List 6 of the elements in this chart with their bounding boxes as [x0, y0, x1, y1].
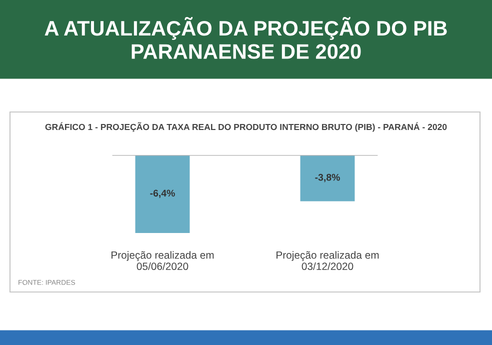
chart-subtitle: GRÁFICO 1 - PROJEÇÃO DA TAXA REAL DO PRODUTO INTERNO BRUTO (PIB) - PARANÁ - 2020: [45, 122, 447, 132]
chart-title: A ATUALIZAÇÃO DA PROJEÇÃO DO PIB PARANAENSE DE 2020: [44, 16, 447, 59]
data-label: -6,4%: [150, 190, 175, 198]
x-tick-label: Projeção realizada em 03/12/2020: [276, 251, 379, 270]
data-label: -3,8%: [315, 174, 340, 182]
x-tick-label: Projeção realizada em 05/06/2020: [112, 251, 214, 270]
